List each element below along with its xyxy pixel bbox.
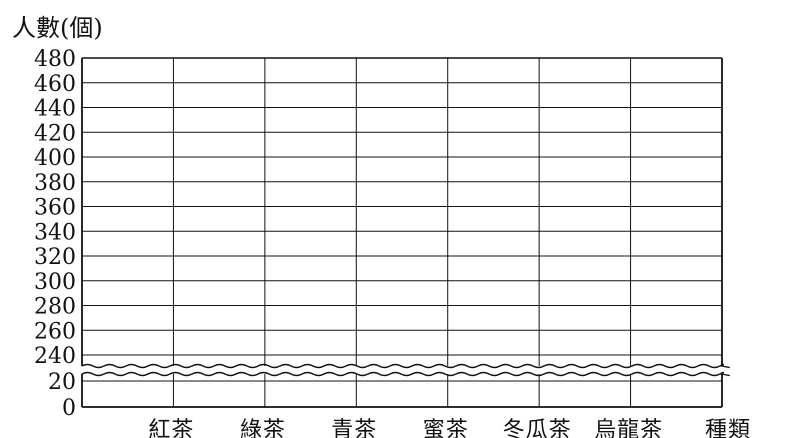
x-category-labels: 紅茶 綠茶 青茶 蜜茶 冬瓜茶 烏龍茶 bbox=[148, 418, 663, 438]
x-tick-綠茶: 綠茶 bbox=[240, 418, 286, 438]
y-tick-420: 420 bbox=[34, 121, 76, 146]
y-axis-title: 人數(個) bbox=[12, 14, 103, 42]
x-tick-蜜茶: 蜜茶 bbox=[423, 418, 469, 438]
y-tick-20: 20 bbox=[48, 370, 76, 395]
x-tick-冬瓜茶: 冬瓜茶 bbox=[503, 418, 572, 438]
axis-break-band bbox=[78, 366, 726, 374]
y-tick-340: 340 bbox=[34, 220, 76, 245]
y-tick-400: 400 bbox=[34, 146, 76, 171]
y-tick-240: 240 bbox=[34, 344, 76, 369]
x-tick-青茶: 青茶 bbox=[331, 418, 377, 438]
x-tick-烏龍茶: 烏龍茶 bbox=[594, 418, 663, 438]
y-tick-280: 280 bbox=[34, 295, 76, 320]
x-tick-紅茶: 紅茶 bbox=[148, 418, 194, 438]
axis-break-wave-bottom bbox=[81, 371, 730, 377]
x-axis-title: 種類 bbox=[705, 418, 751, 438]
y-tick-440: 440 bbox=[34, 97, 76, 122]
y-tick-300: 300 bbox=[34, 270, 76, 295]
y-tick-0: 0 bbox=[62, 396, 76, 421]
y-tick-labels: 4804604404204003803603403203002802602402… bbox=[34, 47, 76, 421]
y-tick-460: 460 bbox=[34, 72, 76, 97]
chart-grid bbox=[78, 57, 730, 408]
y-tick-260: 260 bbox=[34, 319, 76, 344]
y-tick-320: 320 bbox=[34, 245, 76, 270]
axis-break-wave-top bbox=[81, 363, 730, 369]
y-tick-360: 360 bbox=[34, 196, 76, 221]
y-tick-480: 480 bbox=[34, 47, 76, 72]
y-tick-380: 380 bbox=[34, 171, 76, 196]
